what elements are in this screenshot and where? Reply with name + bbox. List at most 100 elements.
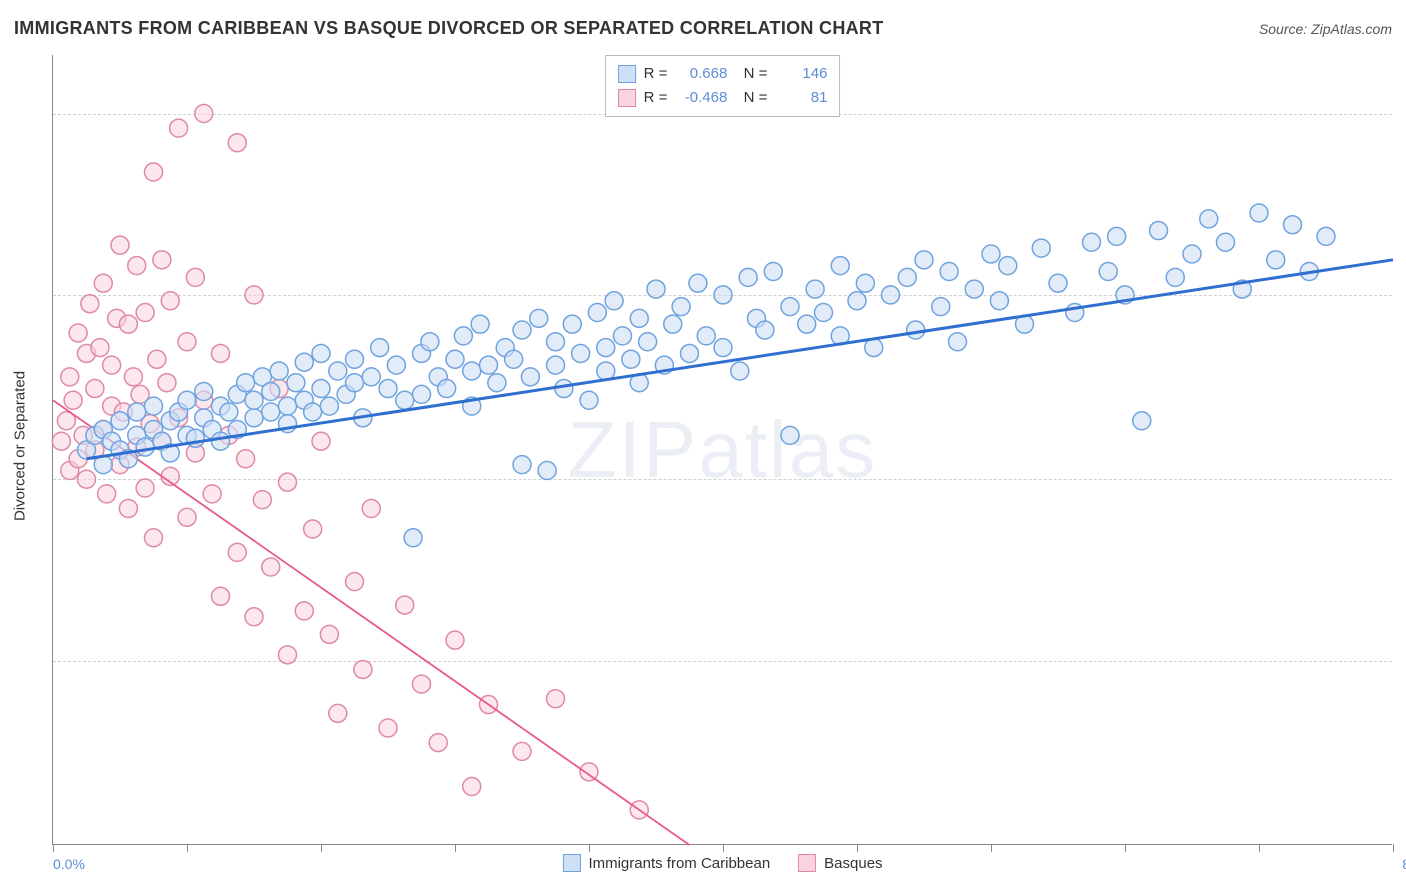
scatter-point <box>119 500 137 518</box>
scatter-point <box>413 385 431 403</box>
scatter-point <box>69 324 87 342</box>
scatter-point <box>212 587 230 605</box>
scatter-point <box>304 520 322 538</box>
scatter-point <box>329 362 347 380</box>
scatter-point <box>228 134 246 152</box>
scatter-point <box>672 298 690 316</box>
scatter-point <box>220 403 238 421</box>
scatter-point <box>1250 204 1268 222</box>
scatter-point <box>664 315 682 333</box>
x-tick <box>187 844 188 852</box>
scatter-point <box>379 380 397 398</box>
y-tick-label: 18.8% <box>1396 287 1406 303</box>
scatter-point <box>98 485 116 503</box>
scatter-point <box>228 543 246 561</box>
chart-plot-area: 6.3%12.5%18.8%25.0% ZIPatlas R = 0.668 N… <box>52 55 1392 845</box>
scatter-point <box>999 257 1017 275</box>
scatter-point <box>1317 227 1335 245</box>
bottom-legend: Immigrants from Caribbean Basques <box>562 854 882 872</box>
scatter-point <box>103 356 121 374</box>
trend-line <box>53 400 690 845</box>
scatter-point <box>806 280 824 298</box>
scatter-point <box>639 333 657 351</box>
scatter-point <box>64 391 82 409</box>
scatter-point <box>1099 263 1117 281</box>
scatter-point <box>245 608 263 626</box>
scatter-point <box>756 321 774 339</box>
scatter-point <box>513 742 531 760</box>
source-attribution: Source: ZipAtlas.com <box>1259 21 1392 37</box>
chart-title: IMMIGRANTS FROM CARIBBEAN VS BASQUE DIVO… <box>14 18 884 39</box>
stats-n-blue: 146 <box>775 62 827 86</box>
scatter-point <box>505 350 523 368</box>
scatter-point <box>253 491 271 509</box>
scatter-point <box>86 380 104 398</box>
scatter-point <box>145 397 163 415</box>
scatter-point <box>982 245 1000 263</box>
scatter-point <box>158 374 176 392</box>
scatter-point <box>245 391 263 409</box>
swatch-blue <box>618 65 636 83</box>
scatter-point <box>932 298 950 316</box>
scatter-point <box>279 397 297 415</box>
scatter-point <box>295 353 313 371</box>
scatter-point <box>124 368 142 386</box>
x-tick <box>857 844 858 852</box>
scatter-point <box>848 292 866 310</box>
y-tick-label: 25.0% <box>1396 106 1406 122</box>
scatter-point <box>362 500 380 518</box>
legend-label-blue: Immigrants from Caribbean <box>588 855 770 872</box>
stats-r-label: R = <box>644 62 668 86</box>
legend-item-blue: Immigrants from Caribbean <box>562 854 770 872</box>
scatter-point <box>513 321 531 339</box>
scatter-point <box>91 339 109 357</box>
scatter-point <box>572 344 590 362</box>
scatter-point <box>161 292 179 310</box>
scatter-point <box>513 456 531 474</box>
scatter-point <box>212 432 230 450</box>
x-tick <box>1259 844 1260 852</box>
scatter-point <box>270 362 288 380</box>
x-tick <box>991 844 992 852</box>
scatter-point <box>148 350 166 368</box>
scatter-point <box>530 309 548 327</box>
scatter-point <box>136 479 154 497</box>
scatter-point <box>630 309 648 327</box>
scatter-point <box>178 391 196 409</box>
scatter-point <box>588 303 606 321</box>
scatter-point <box>404 529 422 547</box>
scatter-point <box>521 368 539 386</box>
scatter-point <box>1166 268 1184 286</box>
scatter-point <box>463 362 481 380</box>
scatter-point <box>1133 412 1151 430</box>
source-prefix: Source: <box>1259 21 1311 37</box>
scatter-point <box>320 397 338 415</box>
y-tick-label: 12.5% <box>1396 471 1406 487</box>
scatter-point <box>186 268 204 286</box>
scatter-point <box>153 251 171 269</box>
scatter-point <box>413 675 431 693</box>
scatter-point <box>1183 245 1201 263</box>
scatter-point <box>781 298 799 316</box>
scatter-point <box>245 409 263 427</box>
scatter-point <box>362 368 380 386</box>
scatter-point <box>94 274 112 292</box>
scatter-point <box>454 327 472 345</box>
scatter-point <box>287 374 305 392</box>
trend-line <box>87 260 1394 459</box>
stats-row-blue: R = 0.668 N = 146 <box>618 62 828 86</box>
swatch-blue <box>562 854 580 872</box>
stats-n-pink: 81 <box>775 86 827 110</box>
scatter-point <box>714 339 732 357</box>
scatter-point <box>128 403 146 421</box>
scatter-point <box>136 303 154 321</box>
scatter-point <box>563 315 581 333</box>
scatter-point <box>262 403 280 421</box>
scatter-point <box>480 356 498 374</box>
scatter-point <box>195 105 213 123</box>
scatter-point <box>346 350 364 368</box>
scatter-point <box>831 257 849 275</box>
scatter-point <box>856 274 874 292</box>
scatter-point <box>815 303 833 321</box>
scatter-point <box>990 292 1008 310</box>
